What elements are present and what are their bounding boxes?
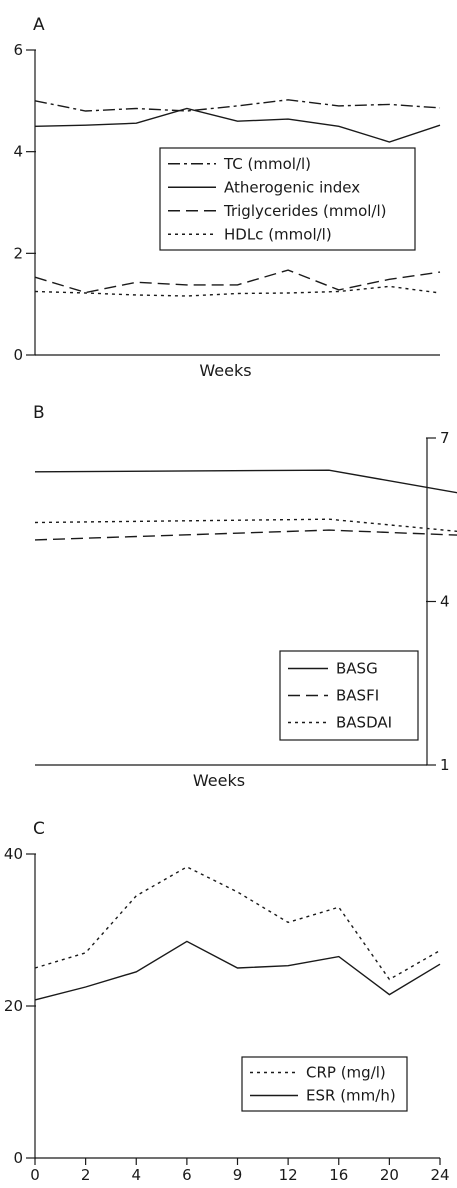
panel-a-label: A	[33, 15, 45, 35]
panel-b-series-basdai	[34, 518, 457, 533]
panel-c-x-tick-label: 12	[279, 1166, 298, 1184]
panel-c-y-tick-label: 0	[13, 1149, 23, 1167]
panel-b-legend-box	[279, 650, 419, 741]
panel-c-legend-label-esr-mm-h: ESR (mm/h)	[306, 1087, 396, 1105]
panel-b-legend-label-basdai: BASDAI	[336, 714, 392, 732]
panel-c-y-tick-label: 40	[4, 845, 23, 863]
panel-b-label: B	[33, 403, 45, 423]
panel-c-series-esr-mm-h	[34, 940, 441, 1001]
panel-b-legend-label-basfi: BASFI	[336, 687, 379, 705]
panel-b-y-tick-label: 7	[440, 429, 450, 447]
panel-c-x-tick-label: 4	[131, 1166, 141, 1184]
panel-b-y-tick-label: 1	[440, 756, 450, 774]
panel-a-series-atherogenic-index	[34, 107, 441, 143]
panel-a-series-tc-mmol-l	[34, 99, 441, 112]
panel-a-legend-box	[159, 147, 416, 251]
panel-c-x-tick-label: 6	[182, 1166, 192, 1184]
panel-a-legend-label-triglycerides-mmol-l: Triglycerides (mmol/l)	[223, 202, 387, 220]
panel-b-series-basfi	[34, 529, 457, 541]
panel-c-x-tick-label: 0	[30, 1166, 40, 1184]
panel-a-legend-label-atherogenic-index: Atherogenic index	[224, 178, 360, 196]
panel-c-legend-box	[241, 1056, 408, 1112]
panel-b-series-basg	[34, 469, 457, 494]
panel-c-legend: CRP (mg/l) ESR (mm/h)	[241, 1056, 408, 1112]
panel-b-legend: BASG BASFI BASDAI	[279, 650, 419, 741]
panel-c-legend-label-crp-mg-l: CRP (mg/l)	[306, 1064, 386, 1082]
panel-c-chart: C020400246912162024WeeksCRP (mg/l)ESR (m…	[4, 819, 450, 1188]
panel-b-legend-label-basg: BASG	[336, 660, 378, 678]
panel-b-y-tick-label: 4	[440, 593, 450, 611]
panel-c-x-axis-title: Weeks	[199, 1185, 251, 1188]
panel-a-y-tick-label: 6	[13, 41, 23, 59]
panel-c-x-tick-label: 24	[430, 1166, 449, 1184]
panel-c-y-tick-label: 20	[4, 997, 23, 1015]
panel-c-label: C	[33, 819, 45, 839]
panel-a-chart: A 0 2 4 6 Weeks TC (mmol/l) Atherogenic index Tr…	[13, 15, 441, 380]
panel-c-x-tick-label: 2	[81, 1166, 91, 1184]
panel-a-legend-label-hdlc-mmol-l: HDLc (mmol/l)	[224, 225, 332, 243]
panel-a-y-tick-label: 4	[13, 143, 23, 161]
panel-a-x-axis-title: Weeks	[199, 361, 251, 380]
panel-a-series-hdlc-mmol-l	[34, 285, 441, 297]
panel-a-legend: TC (mmol/l) Atherogenic index Triglyceride…	[159, 147, 416, 251]
panel-b-x-axis-title: Weeks	[193, 771, 245, 790]
panel-a-legend-label-tc-mmol-l: TC (mmol/l)	[223, 155, 311, 173]
panel-b-chart: B 1 4 7 Weeks BASG BASFI BASDAI	[33, 403, 457, 790]
panel-a-y-tick-label: 0	[13, 346, 23, 364]
panel-c-x-tick-label: 16	[329, 1166, 348, 1184]
panel-a-series-triglycerides-mmol-l	[34, 269, 441, 294]
panel-a-y-tick-label: 2	[13, 244, 23, 262]
panel-c-x-tick-label: 20	[380, 1166, 399, 1184]
panel-c-x-tick-label: 9	[233, 1166, 243, 1184]
panel-c-series-crp-mg-l	[34, 866, 441, 981]
